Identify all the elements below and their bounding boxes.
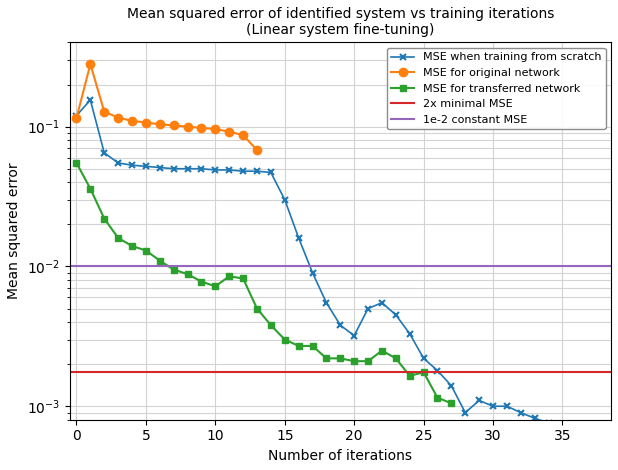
MSE for transferred network: [420, 369, 427, 375]
MSE when training from scratch: [267, 170, 274, 175]
MSE for transferred network: [184, 271, 191, 277]
MSE for transferred network: [156, 258, 164, 264]
MSE for transferred network: [309, 343, 316, 349]
MSE when training from scratch: [281, 197, 289, 203]
MSE when training from scratch: [559, 422, 566, 427]
MSE for transferred network: [226, 274, 233, 279]
MSE for original network: [156, 121, 164, 127]
MSE when training from scratch: [545, 420, 552, 426]
MSE for transferred network: [142, 248, 150, 253]
MSE for transferred network: [114, 235, 122, 241]
MSE for original network: [239, 132, 247, 138]
Title: Mean squared error of identified system vs training iterations
(Linear system fi: Mean squared error of identified system …: [127, 7, 554, 37]
MSE when training from scratch: [503, 403, 510, 409]
MSE when training from scratch: [101, 150, 108, 156]
MSE when training from scratch: [489, 403, 497, 409]
MSE when training from scratch: [365, 306, 372, 311]
MSE when training from scratch: [129, 162, 136, 168]
Y-axis label: Mean squared error: Mean squared error: [7, 163, 21, 299]
MSE when training from scratch: [337, 322, 344, 328]
MSE for transferred network: [337, 355, 344, 361]
MSE for transferred network: [211, 283, 219, 289]
MSE when training from scratch: [447, 383, 455, 389]
MSE for original network: [226, 129, 233, 134]
MSE when training from scratch: [156, 164, 164, 170]
MSE when training from scratch: [350, 333, 358, 338]
MSE when training from scratch: [462, 410, 469, 415]
MSE for transferred network: [434, 395, 441, 400]
MSE when training from scratch: [475, 398, 483, 403]
MSE for original network: [184, 124, 191, 129]
MSE for original network: [211, 126, 219, 132]
MSE when training from scratch: [573, 425, 580, 431]
MSE when training from scratch: [87, 97, 94, 103]
MSE for original network: [253, 147, 261, 153]
MSE for transferred network: [392, 355, 400, 361]
MSE when training from scratch: [531, 415, 538, 421]
MSE when training from scratch: [420, 355, 427, 361]
MSE for original network: [142, 120, 150, 125]
MSE when training from scratch: [142, 164, 150, 169]
MSE for transferred network: [281, 337, 289, 342]
MSE for original network: [87, 61, 94, 67]
MSE when training from scratch: [211, 167, 219, 173]
MSE for transferred network: [406, 373, 413, 379]
MSE for transferred network: [378, 348, 386, 353]
MSE for transferred network: [198, 279, 205, 284]
MSE when training from scratch: [309, 270, 316, 275]
MSE for transferred network: [447, 400, 455, 406]
MSE when training from scratch: [406, 331, 413, 337]
MSE when training from scratch: [517, 410, 525, 415]
MSE for transferred network: [101, 216, 108, 221]
Line: MSE for transferred network: MSE for transferred network: [73, 159, 455, 407]
Line: MSE when training from scratch: MSE when training from scratch: [74, 97, 607, 437]
MSE for transferred network: [239, 276, 247, 282]
Line: MSE for original network: MSE for original network: [72, 60, 261, 154]
1e-2 constant MSE: [73, 264, 80, 269]
2x minimal MSE: [73, 369, 80, 375]
MSE when training from scratch: [239, 168, 247, 174]
MSE when training from scratch: [198, 166, 205, 172]
MSE when training from scratch: [73, 113, 80, 118]
X-axis label: Number of iterations: Number of iterations: [268, 449, 412, 463]
MSE for original network: [129, 118, 136, 124]
MSE for original network: [73, 115, 80, 121]
MSE when training from scratch: [323, 300, 330, 306]
1e-2 constant MSE: [87, 264, 94, 269]
MSE for transferred network: [350, 358, 358, 364]
MSE for original network: [101, 109, 108, 115]
2x minimal MSE: [87, 369, 94, 375]
MSE when training from scratch: [114, 160, 122, 166]
MSE for transferred network: [129, 243, 136, 249]
MSE when training from scratch: [226, 167, 233, 173]
MSE for transferred network: [295, 343, 302, 349]
MSE for original network: [114, 115, 122, 120]
MSE for transferred network: [73, 160, 80, 166]
MSE when training from scratch: [184, 166, 191, 172]
MSE when training from scratch: [601, 431, 608, 437]
MSE when training from scratch: [586, 429, 594, 434]
Legend: MSE when training from scratch, MSE for original network, MSE for transferred ne: MSE when training from scratch, MSE for …: [387, 48, 606, 129]
MSE when training from scratch: [378, 300, 386, 306]
MSE for transferred network: [170, 267, 177, 273]
MSE when training from scratch: [170, 166, 177, 172]
MSE for transferred network: [365, 358, 372, 364]
MSE when training from scratch: [253, 168, 261, 174]
MSE when training from scratch: [434, 368, 441, 373]
MSE for transferred network: [323, 355, 330, 361]
MSE when training from scratch: [392, 312, 400, 318]
MSE for transferred network: [253, 306, 261, 311]
MSE for original network: [170, 123, 177, 128]
MSE for transferred network: [267, 322, 274, 328]
MSE for transferred network: [87, 186, 94, 191]
MSE for original network: [198, 125, 205, 131]
MSE when training from scratch: [295, 235, 302, 241]
